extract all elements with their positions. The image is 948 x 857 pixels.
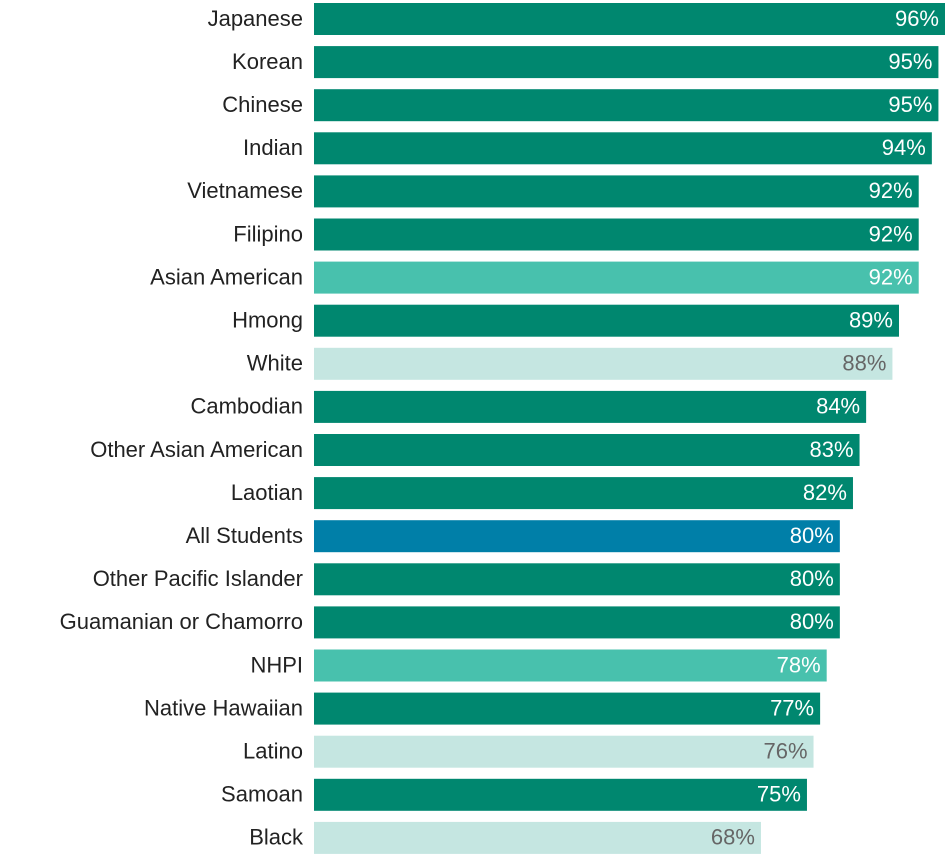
category-label: Guamanian or Chamorro xyxy=(60,609,303,634)
bar xyxy=(314,520,840,553)
bar xyxy=(314,175,919,208)
category-label: Black xyxy=(249,825,304,850)
bar xyxy=(314,477,853,510)
value-label: 77% xyxy=(770,695,814,720)
bar xyxy=(314,692,821,725)
value-label: 92% xyxy=(869,221,913,246)
bar xyxy=(314,821,761,854)
category-label: Latino xyxy=(243,739,303,764)
value-label: 89% xyxy=(849,308,893,333)
bar xyxy=(314,434,860,466)
category-label: White xyxy=(247,351,303,376)
bar xyxy=(314,735,814,768)
category-label: NHPI xyxy=(250,652,303,677)
category-label: Other Pacific Islander xyxy=(93,566,303,591)
bar xyxy=(314,606,840,639)
value-label: 96% xyxy=(895,6,939,31)
bar xyxy=(314,649,827,682)
value-label: 80% xyxy=(790,523,834,548)
bar xyxy=(314,132,932,165)
category-label: Japanese xyxy=(208,6,303,31)
value-label: 82% xyxy=(803,480,847,505)
value-label: 75% xyxy=(757,782,801,807)
value-label: 68% xyxy=(711,825,755,850)
bar xyxy=(314,390,867,423)
value-label: 80% xyxy=(790,609,834,634)
category-label: Vietnamese xyxy=(187,178,303,203)
bar xyxy=(314,347,893,380)
category-label: Native Hawaiian xyxy=(144,695,303,720)
value-label: 95% xyxy=(888,92,932,117)
category-label: Cambodian xyxy=(190,394,303,419)
category-label: Chinese xyxy=(222,92,303,117)
category-label: Korean xyxy=(232,49,303,74)
category-label: Indian xyxy=(243,135,303,160)
value-label: 78% xyxy=(777,652,821,677)
value-label: 95% xyxy=(888,49,932,74)
bar xyxy=(314,563,840,596)
bar xyxy=(314,261,919,294)
value-label: 94% xyxy=(882,135,926,160)
bar xyxy=(314,89,939,122)
bar xyxy=(314,46,939,79)
category-label: All Students xyxy=(186,523,303,548)
category-label: Hmong xyxy=(232,308,303,333)
bar xyxy=(314,304,899,337)
bar xyxy=(314,3,945,35)
value-label: 92% xyxy=(869,178,913,203)
bar xyxy=(314,778,807,811)
value-label: 92% xyxy=(869,264,913,289)
category-label: Laotian xyxy=(231,480,303,505)
value-label: 88% xyxy=(842,351,886,376)
category-label: Asian American xyxy=(150,264,303,289)
value-label: 84% xyxy=(816,394,860,419)
category-label: Samoan xyxy=(221,782,303,807)
value-label: 76% xyxy=(763,739,807,764)
value-label: 83% xyxy=(810,437,854,462)
category-label: Other Asian American xyxy=(90,437,303,462)
bar xyxy=(314,218,919,251)
category-label: Filipino xyxy=(233,221,303,246)
value-label: 80% xyxy=(790,566,834,591)
